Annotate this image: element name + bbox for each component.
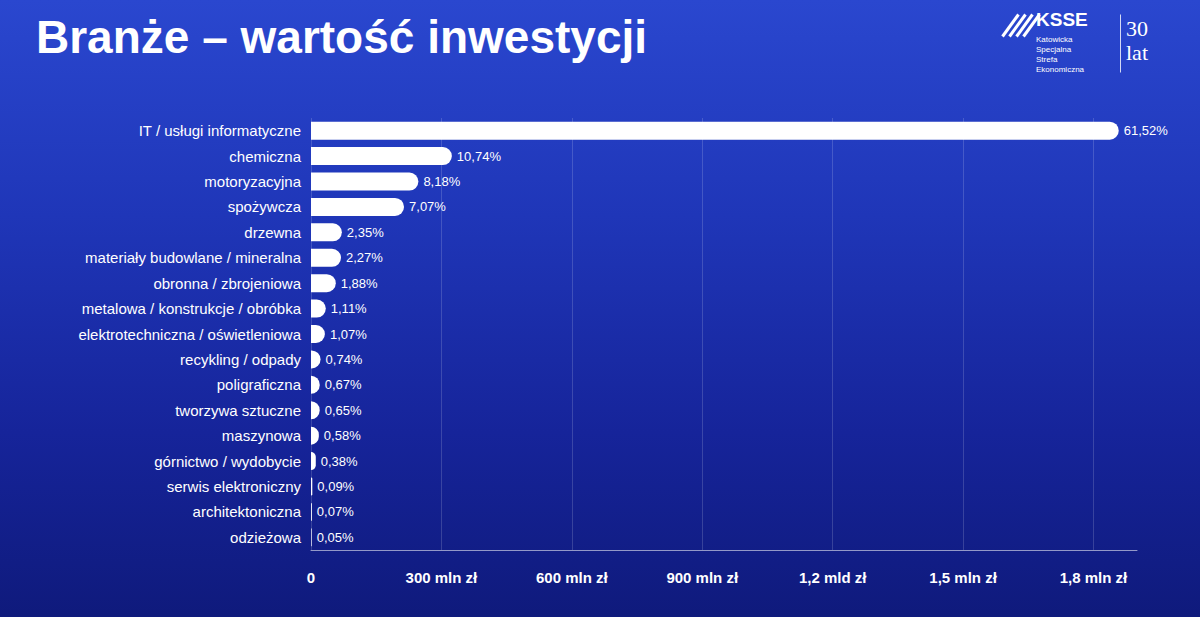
svg-text:Branże – wartość inwestycji: Branże – wartość inwestycji xyxy=(36,11,647,63)
svg-text:1,8 mln zł: 1,8 mln zł xyxy=(1060,569,1128,586)
svg-text:Strefa: Strefa xyxy=(1036,55,1060,64)
svg-text:Specjalna: Specjalna xyxy=(1036,45,1073,54)
svg-text:0: 0 xyxy=(307,569,315,586)
svg-text:61,52%: 61,52% xyxy=(1124,123,1169,138)
svg-text:lat: lat xyxy=(1126,40,1148,65)
svg-text:1,07%: 1,07% xyxy=(330,327,367,342)
svg-text:metalowa / konstrukcje / obrób: metalowa / konstrukcje / obróbka xyxy=(82,300,302,317)
svg-text:2,35%: 2,35% xyxy=(347,225,384,240)
svg-text:spożywcza: spożywcza xyxy=(228,198,302,215)
svg-text:30: 30 xyxy=(1126,16,1154,41)
svg-text:900 mln zł: 900 mln zł xyxy=(666,569,739,586)
svg-text:1,88%: 1,88% xyxy=(341,276,378,291)
svg-text:architektoniczna: architektoniczna xyxy=(193,503,302,520)
svg-text:300 mln zł: 300 mln zł xyxy=(406,569,479,586)
svg-text:chemiczna: chemiczna xyxy=(229,148,301,165)
svg-text:1,2 mld zł: 1,2 mld zł xyxy=(799,569,867,586)
svg-text:motoryzacyjna: motoryzacyjna xyxy=(204,173,301,190)
svg-text:drzewna: drzewna xyxy=(244,224,301,241)
svg-text:Ekonomiczna: Ekonomiczna xyxy=(1036,65,1085,74)
svg-text:maszynowa: maszynowa xyxy=(222,427,302,444)
svg-text:2,27%: 2,27% xyxy=(346,250,383,265)
svg-text:materiały budowlane / mineraln: materiały budowlane / mineralna xyxy=(85,249,302,266)
svg-text:odzieżowa: odzieżowa xyxy=(230,529,302,546)
svg-text:1,11%: 1,11% xyxy=(331,301,367,316)
svg-text:KSSE: KSSE xyxy=(1036,9,1088,30)
svg-text:1,5 mln zł: 1,5 mln zł xyxy=(929,569,997,586)
svg-text:serwis elektroniczny: serwis elektroniczny xyxy=(167,478,302,495)
svg-text:7,07%: 7,07% xyxy=(409,199,446,214)
svg-text:0,65%: 0,65% xyxy=(325,403,362,418)
svg-text:tworzywa sztuczne: tworzywa sztuczne xyxy=(175,402,301,419)
svg-text:0,67%: 0,67% xyxy=(325,377,362,392)
svg-text:0,05%: 0,05% xyxy=(317,530,354,545)
svg-text:elektrotechniczna / oświetleni: elektrotechniczna / oświetleniowa xyxy=(78,326,301,343)
svg-text:poligraficzna: poligraficzna xyxy=(217,376,302,393)
svg-text:recykling / odpady: recykling / odpady xyxy=(180,351,301,368)
svg-text:Katowicka: Katowicka xyxy=(1036,35,1075,44)
svg-text:8,18%: 8,18% xyxy=(423,174,460,189)
svg-text:0,38%: 0,38% xyxy=(321,454,358,469)
svg-text:0,09%: 0,09% xyxy=(317,479,354,494)
svg-text:obronna / zbrojeniowa: obronna / zbrojeniowa xyxy=(153,275,301,292)
svg-text:IT / usługi informatyczne: IT / usługi informatyczne xyxy=(139,122,301,139)
svg-text:10,74%: 10,74% xyxy=(457,149,502,164)
svg-text:górnictwo / wydobycie: górnictwo / wydobycie xyxy=(154,453,301,470)
svg-text:600 mln zł: 600 mln zł xyxy=(536,569,609,586)
svg-text:0,58%: 0,58% xyxy=(324,428,361,443)
svg-text:0,07%: 0,07% xyxy=(317,504,354,519)
svg-text:0,74%: 0,74% xyxy=(326,352,363,367)
